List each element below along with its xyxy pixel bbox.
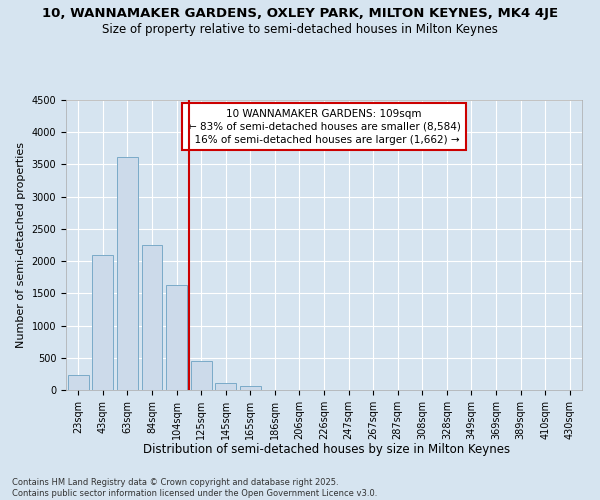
Bar: [166, 285, 187, 390]
Bar: [68, 374, 89, 390]
Bar: [142, 245, 163, 390]
Bar: [215, 383, 236, 390]
Text: 10 WANNAMAKER GARDENS: 109sqm
← 83% of semi-detached houses are smaller (8,584)
: 10 WANNAMAKER GARDENS: 109sqm ← 83% of s…: [188, 108, 460, 145]
Bar: [240, 386, 261, 390]
Text: Distribution of semi-detached houses by size in Milton Keynes: Distribution of semi-detached houses by …: [143, 442, 511, 456]
Bar: [92, 254, 113, 390]
Text: Contains HM Land Registry data © Crown copyright and database right 2025.
Contai: Contains HM Land Registry data © Crown c…: [12, 478, 377, 498]
Y-axis label: Number of semi-detached properties: Number of semi-detached properties: [16, 142, 26, 348]
Text: Size of property relative to semi-detached houses in Milton Keynes: Size of property relative to semi-detach…: [102, 22, 498, 36]
Bar: [191, 361, 212, 390]
Bar: [117, 156, 138, 390]
Text: 10, WANNAMAKER GARDENS, OXLEY PARK, MILTON KEYNES, MK4 4JE: 10, WANNAMAKER GARDENS, OXLEY PARK, MILT…: [42, 8, 558, 20]
